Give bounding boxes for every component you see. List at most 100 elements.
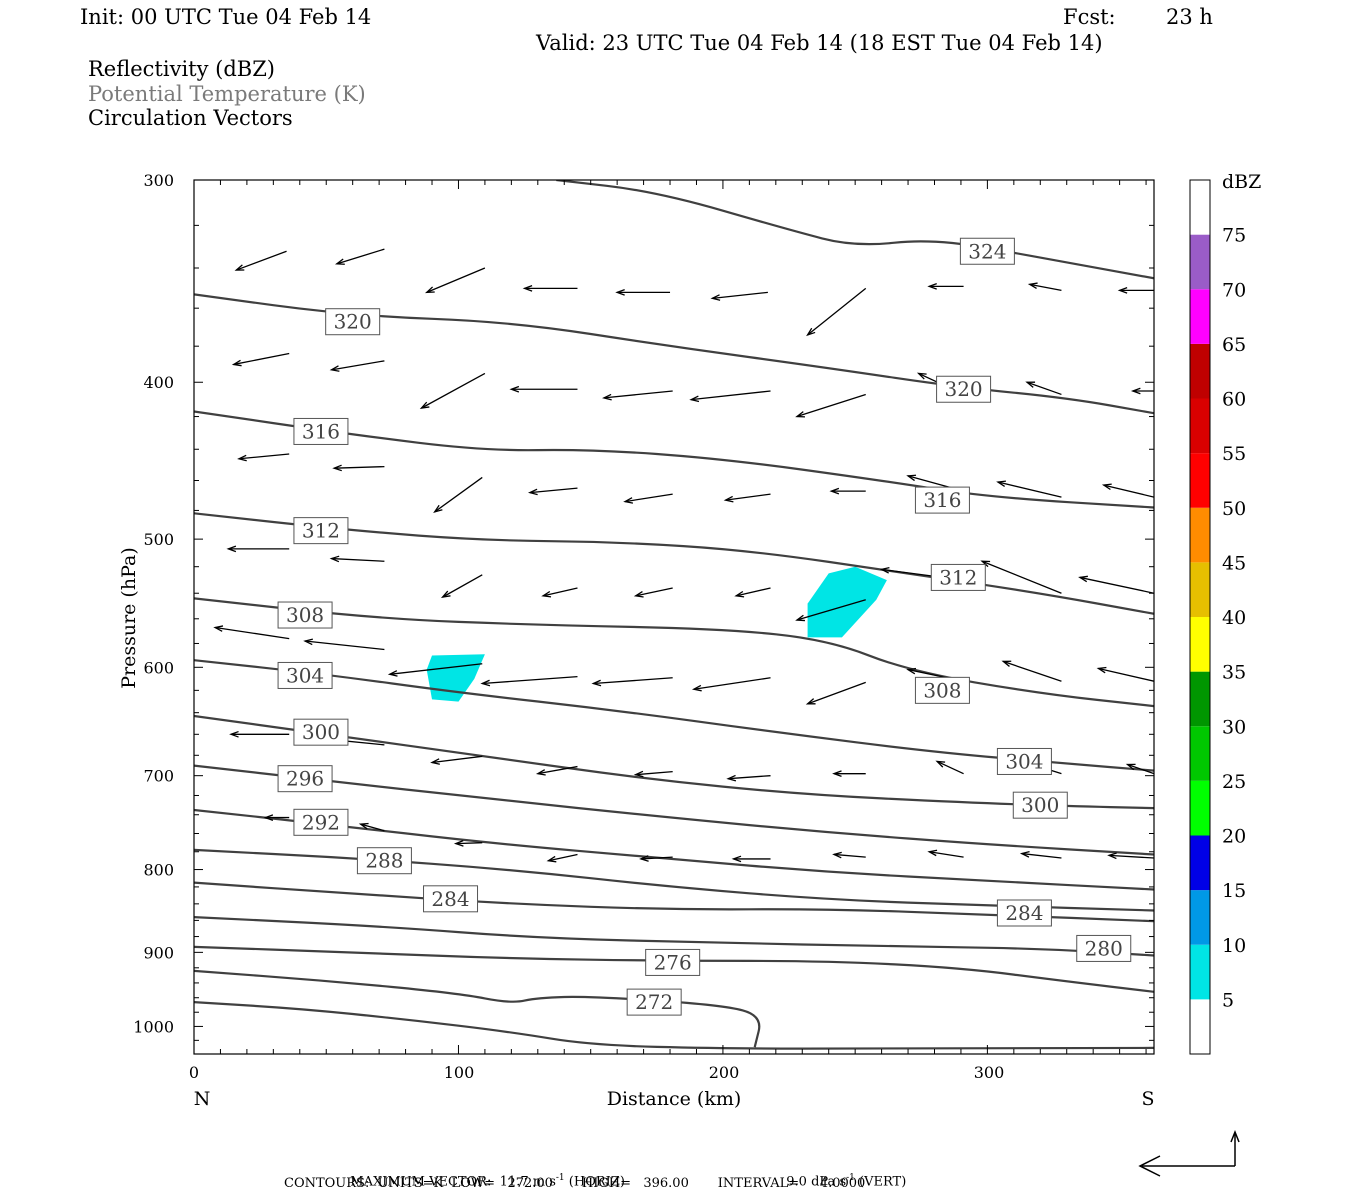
y-tick-label-900: 900 [143,943,174,962]
circulation-vector-23 [527,487,578,496]
circulation-vector-68 [1019,851,1062,859]
contour-label-box-11 [293,718,349,746]
reflectivity-layer [426,566,887,702]
y-tick-label-1000: 1000 [133,1017,174,1036]
contour-label-box-0 [959,237,1015,265]
contour-label-324: 324 [968,239,1006,263]
contour-label-box-19 [1076,934,1132,962]
contour-label-304: 304 [1005,749,1043,773]
y-tick-label-500: 500 [143,530,174,549]
x-axis-label: Distance (km) [607,1088,742,1110]
colorbar-swatch-2 [1190,890,1210,945]
colorbar-swatch-4 [1190,780,1210,836]
colorbar-swatch-7 [1190,617,1210,672]
colorbar-label-15: 15 [1222,880,1246,902]
axes: 300 400 500 600 700 800 900 1000 [133,171,1155,1055]
contour-label-284: 284 [1005,901,1043,925]
colorbar-swatch-12 [1190,343,1210,399]
circulation-vector-42 [387,663,483,677]
contour-label-316: 316 [923,488,961,512]
colorbar-label-45: 45 [1222,552,1246,574]
circulation-vector-44 [591,677,673,687]
colorbar-label-10: 10 [1222,935,1246,957]
circulation-vector-63 [546,853,578,863]
contour-label-300: 300 [302,720,340,744]
colorbar-swatch-10 [1190,453,1210,508]
colorbar-label-75: 75 [1222,225,1246,247]
circulation-vector-7 [927,283,964,290]
circulation-vector-28 [996,480,1062,498]
contour-label-box-9 [277,661,333,689]
contour-label-308: 308 [286,603,324,627]
circulation-vector-18 [1025,381,1062,396]
theta-contour-320-1 [194,293,1154,415]
contour-label-box-7 [277,601,333,629]
circulation-vector-38 [980,560,1062,594]
circulation-vector-46 [805,681,866,705]
contour-label-box-10 [996,747,1052,775]
circulation-vector-13 [509,385,578,393]
contour-label-box-4 [914,486,970,514]
circulation-vector-10 [231,352,290,367]
field-reflectivity: Reflectivity (dBZ) [88,57,276,81]
reflectivity-area-1 [807,566,887,638]
circulation-vector-39 [1078,575,1154,594]
plot-frame [193,179,1155,1055]
circulation-vector-64 [639,855,673,862]
forecast-hours: 23 h [1166,5,1213,29]
circulation-vector-22 [433,476,483,514]
colorbar-frame [1189,179,1211,1055]
colorbar-swatch-1 [1190,944,1210,1000]
contour-label-272: 272 [635,990,673,1014]
max-vector-vert: 9.0 dPa s-1 (VERT) [786,1173,907,1190]
colorbar-label-60: 60 [1222,389,1246,411]
circulation-vector-19 [1130,387,1154,395]
y-tick-label-800: 800 [143,861,174,880]
vector-layer [213,248,1154,863]
theta-contour-unlabeled-22 [194,1001,1154,1050]
contour-label-box-12 [1012,791,1068,819]
circulation-vector-50 [229,730,290,738]
contour-label-box-14 [293,808,349,836]
theta-contour-324-0 [556,180,1154,280]
contour-label-308: 308 [923,678,961,702]
circulation-vector-45 [691,677,771,692]
circulation-vector-33 [541,587,578,598]
colorbar-label-35: 35 [1222,662,1246,684]
colorbar-label-55: 55 [1222,443,1246,465]
y-axis-label: Pressure (hPa) [118,547,140,689]
colorbar-label-25: 25 [1222,771,1246,793]
circulation-vector-12 [419,372,486,410]
x-tick-label-300: 300 [974,1063,1005,1082]
colorbar-swatch-3 [1190,835,1210,891]
colorbar-label-30: 30 [1222,716,1246,738]
contour-label-312: 312 [939,565,977,589]
circulation-vector-59 [1125,763,1154,775]
field-potential-temperature: Potential Temperature (K) [88,82,366,106]
contour-label-layer: 324 320 320 316 316 312 312 308 308 304 304 300 300 2… [277,237,1132,1016]
circulation-vector-9 [1117,287,1154,294]
contour-label-284: 284 [431,887,469,911]
contour-label-280: 280 [1085,936,1123,960]
circulation-vector-49 [1096,666,1154,682]
colorbar-swatch-11 [1190,398,1210,454]
colorbar-swatch-8 [1190,562,1210,617]
colorbar-label-20: 20 [1222,826,1246,848]
circulation-vector-32 [440,574,483,599]
colorbar-label-40: 40 [1222,607,1246,629]
forecast-label: Fcst: [1063,5,1116,29]
colorbar-label-70: 70 [1222,279,1246,301]
colorbar-swatch-5 [1190,726,1210,781]
theta-contour-292-14 [194,808,1154,891]
contour-label-box-17 [996,899,1052,927]
theta-contour-308-7 [194,597,1154,708]
contour-label-316: 316 [302,419,340,443]
colorbar-title: dBZ [1222,171,1261,193]
circulation-vector-69 [1107,852,1154,860]
contour-label-288: 288 [365,849,403,873]
circulation-vector-5 [710,291,768,301]
circulation-vector-36 [795,599,866,622]
y-tick-label-300: 300 [143,171,174,190]
circulation-vector-34 [633,587,673,598]
